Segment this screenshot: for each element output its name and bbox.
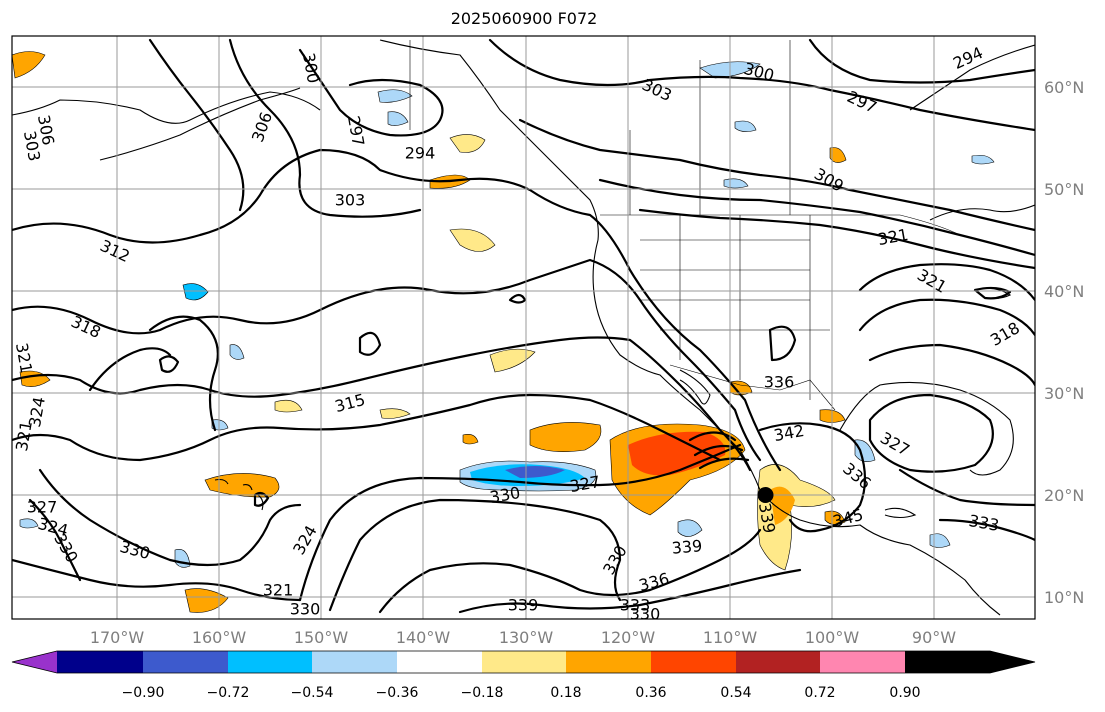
contour-label: 297 bbox=[344, 114, 368, 147]
colorbar-seg-10 bbox=[820, 651, 905, 673]
contour-label: 321 bbox=[12, 341, 36, 374]
contour-label: 303 bbox=[335, 191, 366, 210]
lat-label: 30°N bbox=[1044, 384, 1084, 403]
colorbar-seg-0 bbox=[12, 651, 57, 673]
colorbar-seg-7 bbox=[566, 651, 651, 673]
colorbar-tick: 0.72 bbox=[804, 685, 835, 701]
lon-label: 160°W bbox=[192, 628, 247, 647]
latitude-labels: 60°N 50°N 40°N 30°N 20°N 10°N bbox=[1044, 78, 1084, 607]
contour-label: 330 bbox=[290, 600, 321, 619]
colorbar-tick: 0.90 bbox=[889, 685, 920, 701]
colorbar-tick: −0.90 bbox=[122, 685, 165, 701]
contour-label: 300 bbox=[299, 51, 323, 84]
colorbar-tick: −0.36 bbox=[376, 685, 419, 701]
colorbar-seg-8 bbox=[651, 651, 736, 673]
contour-label: 327 bbox=[27, 498, 58, 517]
contour-label: 345 bbox=[831, 505, 865, 531]
contour-label: 330 bbox=[630, 605, 661, 624]
lat-label: 10°N bbox=[1044, 588, 1084, 607]
contour-label: 339 bbox=[508, 596, 539, 615]
colorbar-ticks: −0.90 −0.72 −0.54 −0.36 −0.18 0.18 0.36 … bbox=[122, 685, 921, 701]
colorbar-seg-1 bbox=[57, 651, 143, 673]
colorbar-seg-2 bbox=[143, 651, 228, 673]
colorbar-seg-5 bbox=[397, 651, 482, 673]
lon-label: 170°W bbox=[90, 628, 145, 647]
lat-label: 50°N bbox=[1044, 180, 1084, 199]
contour-label: 327 bbox=[568, 472, 601, 496]
contour-label: 336 bbox=[764, 373, 795, 392]
contour-label: 315 bbox=[333, 390, 367, 416]
lon-label: 150°W bbox=[294, 628, 349, 647]
contour-label: 330 bbox=[118, 537, 152, 563]
contour-label: 336 bbox=[637, 569, 671, 595]
contour-label: 306 bbox=[248, 109, 276, 144]
contour-label: 330 bbox=[599, 542, 631, 578]
contour-label: 294 bbox=[950, 43, 986, 73]
coastlines bbox=[12, 39, 1035, 616]
contour-label: 342 bbox=[772, 421, 805, 445]
contour-label: 321 bbox=[876, 225, 909, 249]
contour-lines bbox=[12, 38, 1035, 614]
lat-label: 60°N bbox=[1044, 78, 1084, 97]
lon-label: 140°W bbox=[396, 628, 451, 647]
contour-label: 333 bbox=[967, 511, 1000, 535]
contour-label: 318 bbox=[68, 312, 104, 342]
contour-label: 303 bbox=[639, 75, 675, 105]
contour-labels: 300 306 294 297 303 303 300 297 294 303 … bbox=[12, 43, 1023, 624]
colorbar-tick: 0.18 bbox=[550, 685, 581, 701]
contour-label: 339 bbox=[671, 536, 703, 558]
colorbar-seg-9 bbox=[736, 651, 820, 673]
contour-label: 294 bbox=[405, 144, 436, 163]
contour-label: 309 bbox=[811, 164, 847, 196]
contour-label: 333 bbox=[620, 596, 651, 615]
colorbar-seg-6 bbox=[482, 651, 566, 673]
contour-label: 336 bbox=[839, 459, 875, 493]
lon-label: 120°W bbox=[601, 628, 656, 647]
lon-label: 130°W bbox=[499, 628, 554, 647]
location-marker bbox=[757, 487, 774, 503]
colorbar-tick: 0.36 bbox=[635, 685, 666, 701]
lon-label: 100°W bbox=[805, 628, 860, 647]
colorbar-seg-11 bbox=[905, 651, 1035, 673]
map-frame bbox=[11, 35, 1036, 620]
map-title: 2025060900 F072 bbox=[450, 9, 598, 28]
lon-label: 90°W bbox=[912, 628, 956, 647]
colorbar-tick: −0.18 bbox=[461, 685, 504, 701]
contour-label: 318 bbox=[987, 318, 1023, 350]
positive-anomaly-patches bbox=[12, 51, 847, 613]
contour-label: 321 bbox=[12, 419, 36, 452]
colorbar-tick: −0.54 bbox=[291, 685, 334, 701]
contour-label: 300 bbox=[742, 59, 776, 85]
longitude-labels: 170°W 160°W 150°W 140°W 130°W 120°W 110°… bbox=[90, 628, 956, 647]
lat-label: 40°N bbox=[1044, 282, 1084, 301]
lon-label: 110°W bbox=[703, 628, 758, 647]
contour-label: 297 bbox=[844, 87, 880, 117]
colorbar-seg-3 bbox=[228, 651, 312, 673]
colorbar-tick: −0.72 bbox=[207, 685, 250, 701]
colorbar bbox=[11, 650, 1036, 674]
lat-label: 20°N bbox=[1044, 486, 1084, 505]
colorbar-tick: 0.54 bbox=[720, 685, 751, 701]
contour-label: 321 bbox=[914, 265, 950, 297]
colorbar-seg-4 bbox=[312, 651, 397, 673]
gridlines bbox=[12, 36, 1035, 619]
contour-label: 321 bbox=[263, 581, 294, 600]
